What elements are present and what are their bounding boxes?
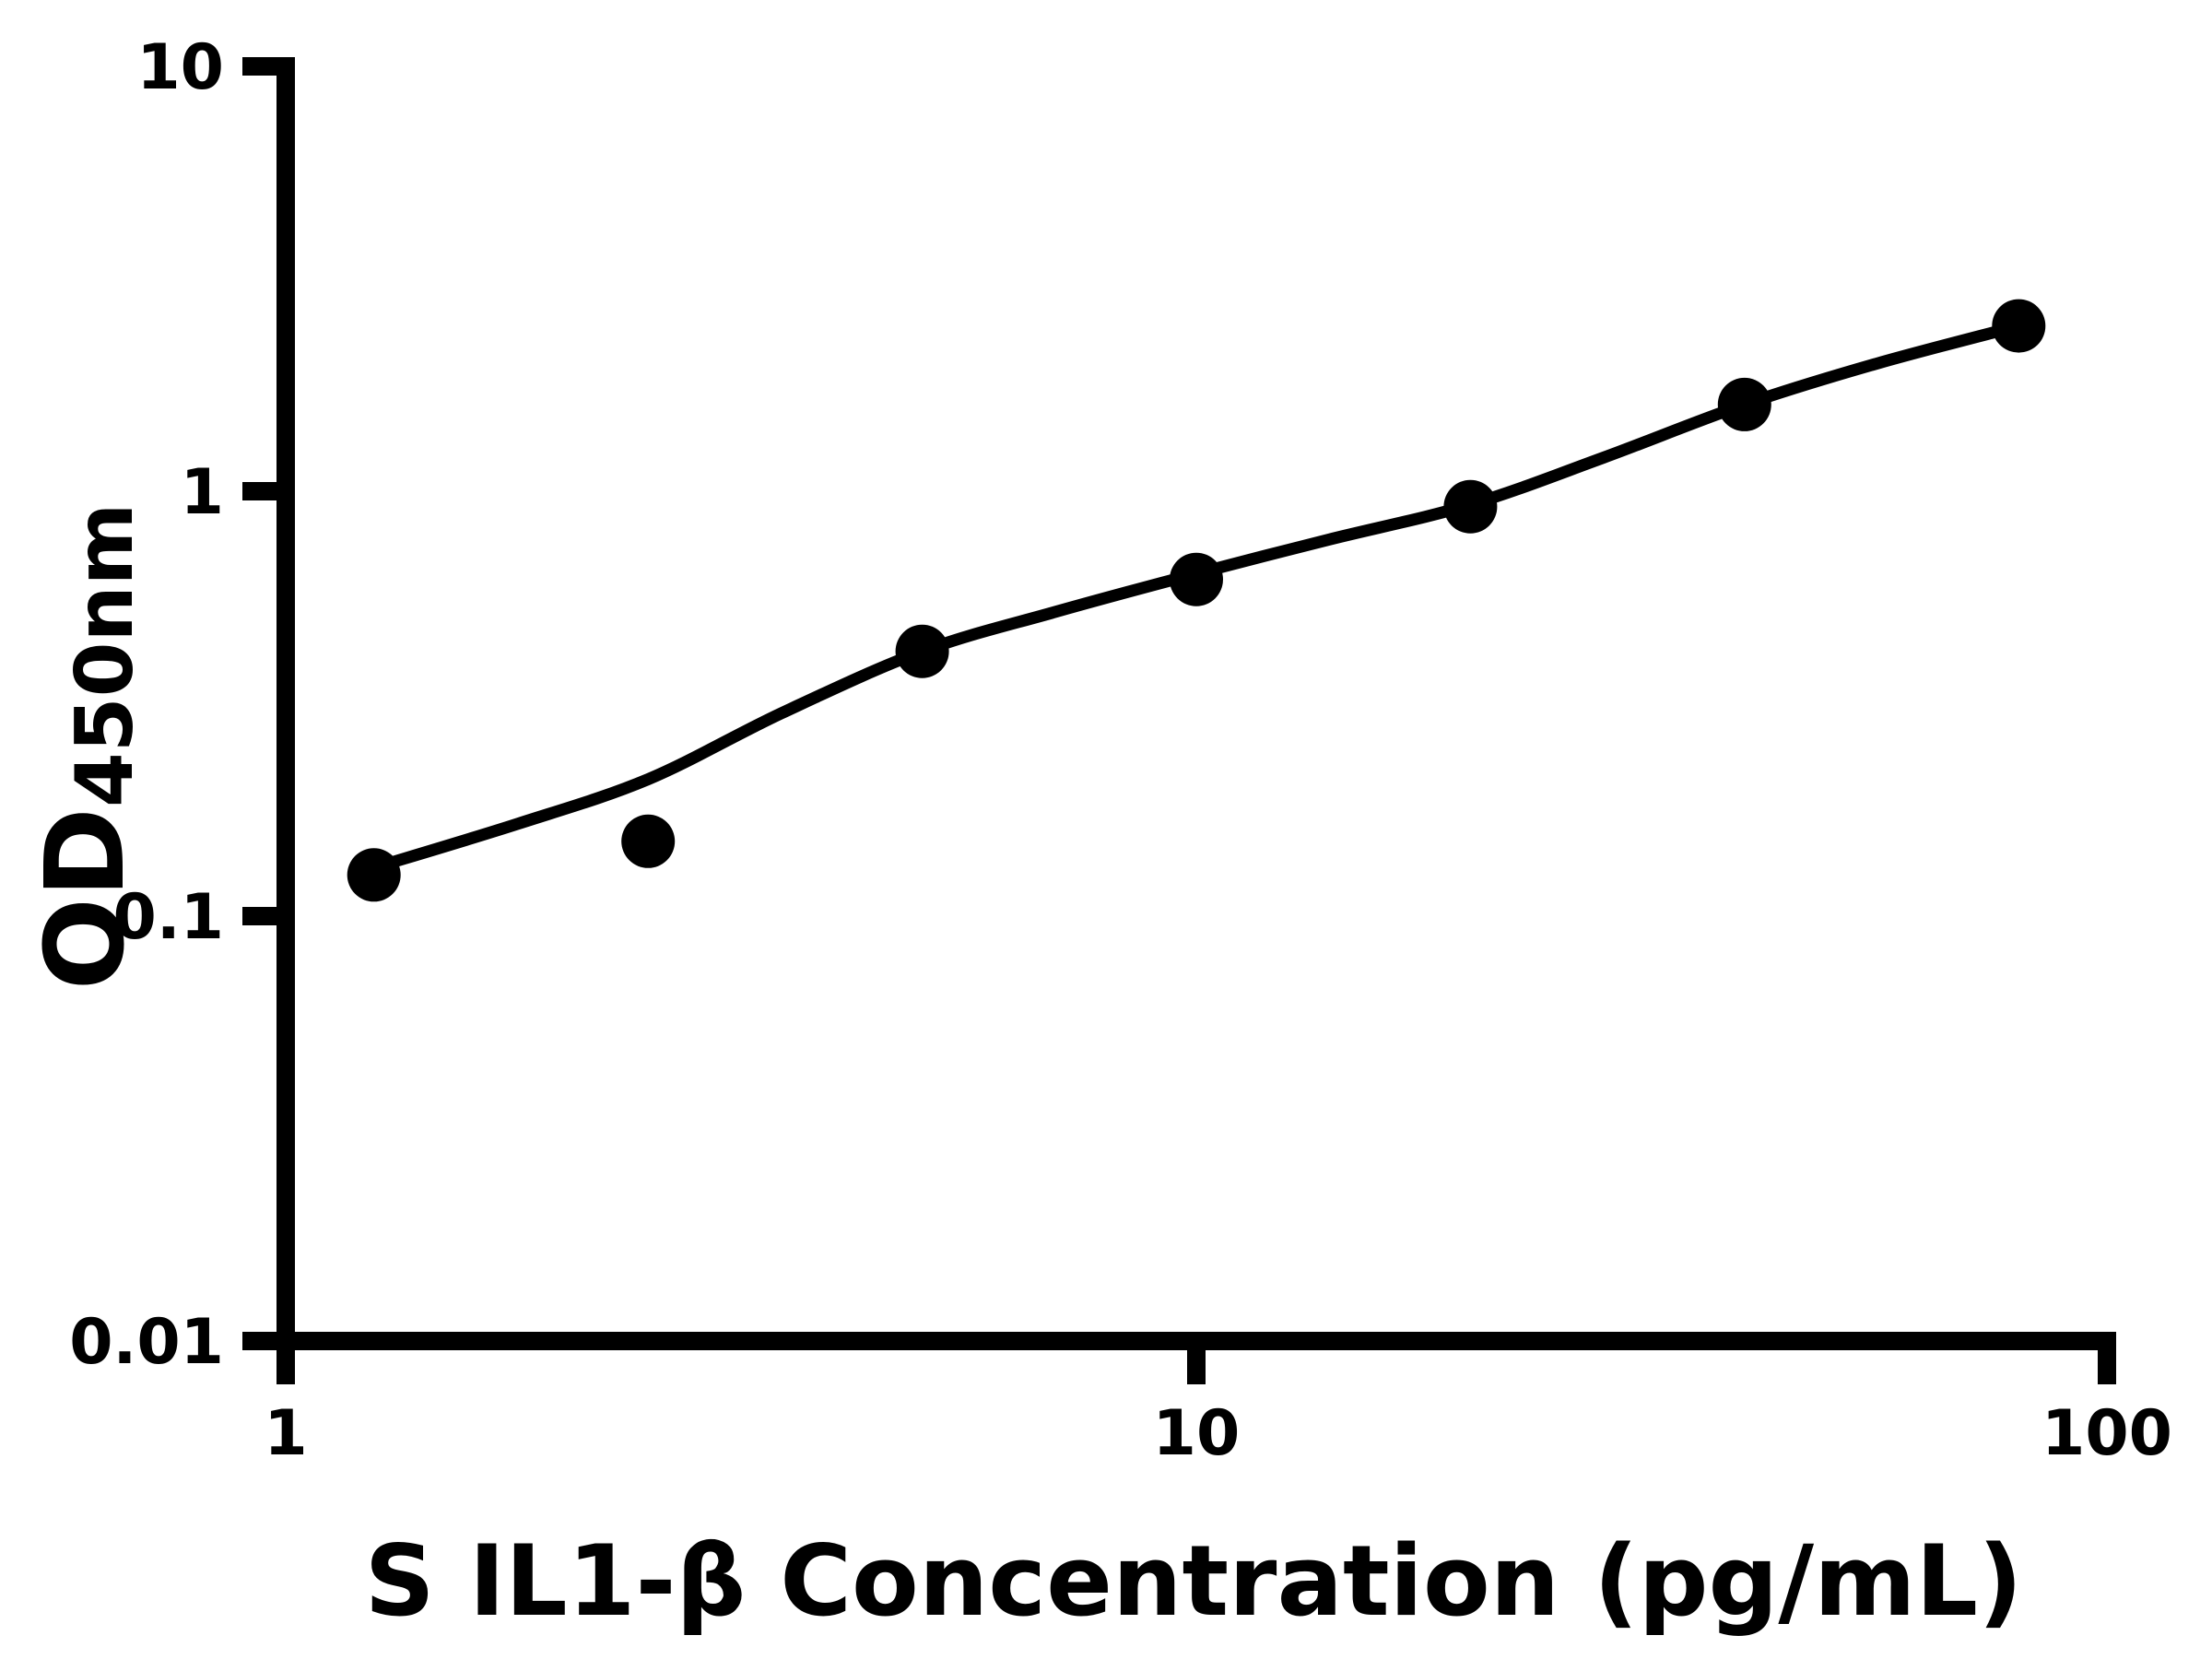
data-point bbox=[1170, 552, 1223, 606]
y-tick-label: 0.01 bbox=[69, 1306, 224, 1379]
y-axis-title-main: OD bbox=[21, 807, 148, 990]
y-tick-label: 10 bbox=[136, 31, 224, 104]
x-tick-label: 10 bbox=[1153, 1397, 1241, 1470]
data-point bbox=[895, 624, 949, 678]
y-axis-title-sub: 450nm bbox=[59, 503, 151, 807]
x-tick-label: 1 bbox=[264, 1397, 307, 1470]
axes: 10 1 0.1 0.01 1 10 100 bbox=[69, 31, 2172, 1470]
data-point bbox=[1992, 299, 2046, 353]
data-point bbox=[347, 848, 401, 902]
y-axis-ticks: 10 1 0.1 0.01 bbox=[69, 31, 286, 1379]
y-tick-label: 1 bbox=[181, 456, 224, 529]
data-points-group bbox=[347, 299, 2046, 902]
x-tick-label: 100 bbox=[2041, 1397, 2172, 1470]
data-point bbox=[621, 814, 676, 868]
data-point bbox=[1443, 479, 1498, 534]
y-axis-title: OD450nm bbox=[21, 503, 151, 991]
data-point bbox=[1717, 377, 1771, 431]
y-tick-label: 0.1 bbox=[113, 881, 224, 954]
x-axis-title: S IL1-β Concentration (pg/mL) bbox=[364, 1524, 2022, 1638]
x-axis-ticks: 1 10 100 bbox=[264, 1341, 2172, 1470]
